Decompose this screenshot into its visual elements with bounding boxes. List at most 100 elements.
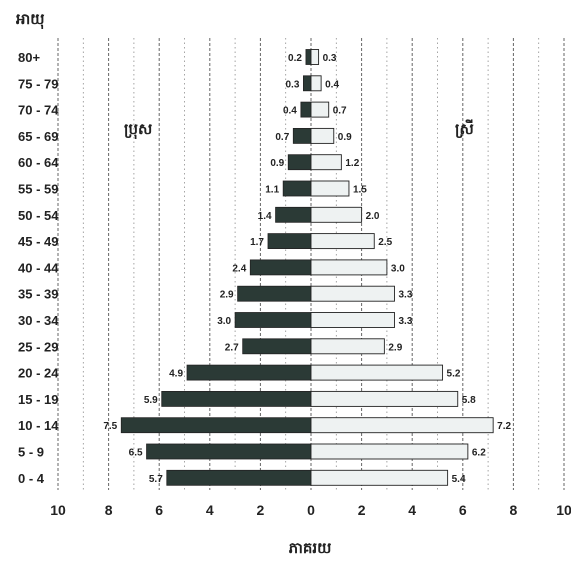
female-value-label: 7.2 bbox=[497, 421, 511, 432]
male-value-label: 3.0 bbox=[217, 316, 231, 327]
age-group-label: 5 - 9 bbox=[18, 445, 44, 460]
x-tick-label: 10 bbox=[50, 502, 66, 518]
female-bar bbox=[310, 233, 375, 250]
female-value-label: 0.7 bbox=[333, 106, 347, 117]
male-value-label: 5.7 bbox=[149, 474, 163, 485]
male-bar bbox=[292, 127, 312, 144]
female-value-label: 5.4 bbox=[452, 474, 466, 485]
female-value-label: 0.4 bbox=[325, 79, 339, 90]
male-bar bbox=[249, 259, 312, 276]
male-value-label: 2.7 bbox=[225, 342, 239, 353]
male-value-label: 4.9 bbox=[169, 369, 183, 380]
female-value-label: 0.3 bbox=[323, 53, 337, 64]
female-value-label: 3.0 bbox=[391, 263, 405, 274]
female-bar bbox=[310, 417, 494, 434]
male-value-label: 0.4 bbox=[283, 106, 297, 117]
x-tick-label: 10 bbox=[556, 502, 571, 518]
age-group-label: 65 - 69 bbox=[18, 129, 58, 144]
male-value-label: 1.1 bbox=[265, 185, 279, 196]
age-group-label: 0 - 4 bbox=[18, 471, 45, 486]
male-bar bbox=[146, 443, 312, 460]
female-series-label: ស្រី bbox=[455, 119, 474, 138]
x-axis-title: ភាគរយ bbox=[289, 540, 332, 557]
male-bar bbox=[275, 206, 312, 223]
x-tick-label: 2 bbox=[257, 502, 265, 518]
male-value-label: 2.4 bbox=[232, 263, 246, 274]
female-value-label: 3.3 bbox=[398, 316, 412, 327]
female-value-label: 2.0 bbox=[366, 211, 380, 222]
male-bar bbox=[303, 75, 312, 92]
age-group-label: 20 - 24 bbox=[18, 366, 59, 381]
male-value-label: 0.9 bbox=[270, 158, 284, 169]
bars bbox=[120, 49, 494, 486]
female-bar bbox=[310, 469, 449, 486]
male-bar bbox=[120, 417, 312, 434]
age-group-label: 40 - 44 bbox=[18, 260, 59, 275]
female-bar bbox=[310, 443, 469, 460]
age-group-label: 60 - 64 bbox=[18, 155, 59, 170]
age-group-label: 35 - 39 bbox=[18, 287, 58, 302]
male-bar bbox=[300, 101, 312, 118]
age-group-label: 80+ bbox=[18, 50, 40, 65]
male-value-label: 5.9 bbox=[144, 395, 158, 406]
male-value-label: 1.7 bbox=[250, 237, 264, 248]
age-group-label: 30 - 34 bbox=[18, 313, 59, 328]
male-series-label: ប្រុស bbox=[124, 121, 152, 140]
female-bar bbox=[310, 390, 459, 407]
x-tick-label: 4 bbox=[408, 502, 416, 518]
male-bar bbox=[161, 390, 312, 407]
age-group-label: 70 - 74 bbox=[18, 103, 59, 118]
male-bar bbox=[267, 233, 312, 250]
male-value-label: 0.3 bbox=[286, 79, 300, 90]
age-group-label: 75 - 79 bbox=[18, 76, 58, 91]
female-bar bbox=[310, 285, 395, 302]
female-bar bbox=[310, 364, 444, 381]
female-value-label: 3.3 bbox=[398, 290, 412, 301]
female-bar bbox=[310, 127, 335, 144]
female-bar bbox=[310, 338, 385, 355]
female-value-label: 1.2 bbox=[345, 158, 359, 169]
male-bar bbox=[287, 154, 312, 171]
female-value-label: 2.5 bbox=[378, 237, 392, 248]
x-tick-label: 8 bbox=[510, 502, 518, 518]
male-value-label: 0.7 bbox=[275, 132, 289, 143]
x-tick-label: 4 bbox=[206, 502, 214, 518]
male-bar bbox=[237, 285, 312, 302]
y-axis-title: អាយុ bbox=[16, 11, 45, 30]
female-bar bbox=[310, 101, 330, 118]
male-value-label: 1.4 bbox=[258, 211, 272, 222]
male-bar bbox=[186, 364, 312, 381]
x-tick-label: 6 bbox=[459, 502, 467, 518]
female-value-label: 5.8 bbox=[462, 395, 476, 406]
age-group-label: 50 - 54 bbox=[18, 208, 59, 223]
female-bar bbox=[310, 154, 342, 171]
age-group-label: 25 - 29 bbox=[18, 339, 58, 354]
male-bar bbox=[166, 469, 312, 486]
male-bar bbox=[234, 312, 312, 328]
age-group-label: 10 - 14 bbox=[18, 418, 59, 433]
female-value-label: 5.2 bbox=[447, 369, 461, 380]
male-bar bbox=[282, 180, 312, 197]
x-tick-label: 0 bbox=[307, 502, 315, 518]
male-value-label: 7.5 bbox=[103, 421, 117, 432]
female-bar bbox=[310, 75, 322, 92]
grid-lines bbox=[57, 38, 565, 490]
female-bar bbox=[310, 259, 388, 276]
female-bar bbox=[310, 312, 395, 328]
age-group-label: 45 - 49 bbox=[18, 234, 58, 249]
x-tick-label: 8 bbox=[105, 502, 113, 518]
male-bar bbox=[305, 49, 312, 65]
male-value-label: 0.2 bbox=[288, 53, 302, 64]
female-value-label: 1.5 bbox=[353, 185, 367, 196]
female-bar bbox=[310, 206, 363, 223]
female-value-label: 6.2 bbox=[472, 448, 486, 459]
female-value-label: 2.9 bbox=[388, 342, 402, 353]
age-group-label: 55 - 59 bbox=[18, 182, 58, 197]
male-value-label: 6.5 bbox=[129, 448, 143, 459]
female-value-label: 0.9 bbox=[338, 132, 352, 143]
age-group-label: 15 - 19 bbox=[18, 392, 58, 407]
male-value-label: 2.9 bbox=[220, 290, 234, 301]
labels: 10 8 6 4 2 0 2 4 6 8 10 80+ 0.2 0.3 75 - 79 0.3 0.4 70 - … bbox=[18, 50, 571, 518]
x-tick-label: 6 bbox=[155, 502, 163, 518]
